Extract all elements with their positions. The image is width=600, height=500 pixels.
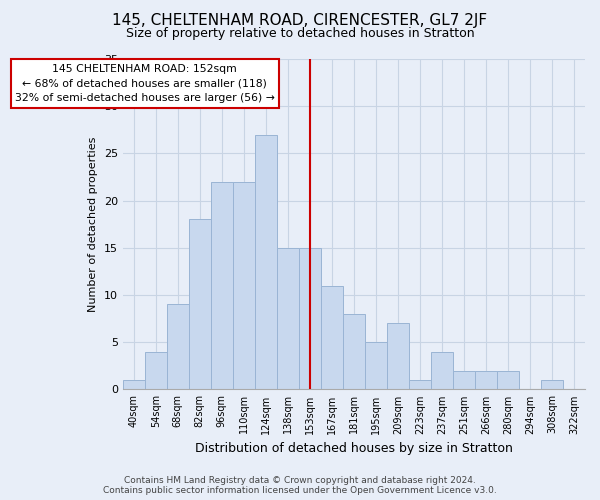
Bar (211, 182, 233, 390)
Bar (233, 182, 255, 390)
X-axis label: Distribution of detached houses by size in Stratton: Distribution of detached houses by size … (195, 442, 513, 455)
Bar (277, 248, 299, 390)
Y-axis label: Number of detached properties: Number of detached properties (88, 136, 98, 312)
Bar (145, 352, 167, 390)
Bar (123, 380, 145, 390)
Bar (453, 370, 475, 390)
Bar (497, 370, 519, 390)
Bar (299, 248, 321, 390)
Bar (431, 352, 453, 390)
Bar (167, 304, 189, 390)
Bar (475, 370, 497, 390)
Bar (189, 220, 211, 390)
Text: Size of property relative to detached houses in Stratton: Size of property relative to detached ho… (125, 28, 475, 40)
Bar (409, 380, 431, 390)
Bar (365, 342, 387, 390)
Text: Contains HM Land Registry data © Crown copyright and database right 2024.
Contai: Contains HM Land Registry data © Crown c… (103, 476, 497, 495)
Bar (321, 286, 343, 390)
Bar (343, 314, 365, 390)
Text: 145 CHELTENHAM ROAD: 152sqm
← 68% of detached houses are smaller (118)
32% of se: 145 CHELTENHAM ROAD: 152sqm ← 68% of det… (15, 64, 275, 104)
Bar (541, 380, 563, 390)
Text: 145, CHELTENHAM ROAD, CIRENCESTER, GL7 2JF: 145, CHELTENHAM ROAD, CIRENCESTER, GL7 2… (112, 12, 488, 28)
Bar (255, 134, 277, 390)
Bar (387, 324, 409, 390)
